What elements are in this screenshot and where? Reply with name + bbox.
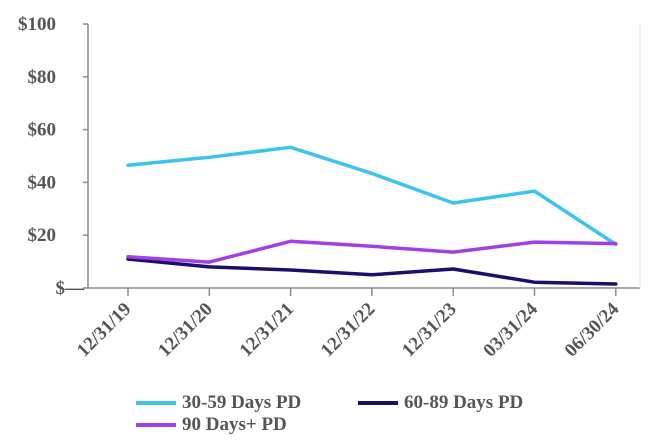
- x-tick-label: 12/31/23: [398, 299, 461, 362]
- x-tick-label: 12/31/19: [73, 299, 136, 362]
- legend-item-90-plus: 90 Days+ PD: [136, 414, 287, 436]
- series-line-60-89-days-pd: [126, 257, 618, 286]
- y-tick-label: $—: [56, 278, 86, 299]
- legend-swatch-60-89: [358, 401, 398, 405]
- y-tick-label: $60: [28, 120, 57, 141]
- chart-axes: [87, 24, 641, 289]
- y-tick-label: $20: [28, 225, 57, 246]
- x-tick-label: 06/30/24: [561, 298, 624, 361]
- x-tick-label: 12/31/20: [154, 299, 217, 362]
- series-line-30-59-days-pd: [126, 145, 618, 247]
- x-tick-label: 03/31/24: [479, 298, 542, 361]
- legend-swatch-90-plus: [136, 423, 176, 427]
- legend-swatch-30-59: [136, 401, 176, 405]
- legend-item-60-89: 60-89 Days PD: [358, 392, 523, 414]
- x-tick-label: 12/31/22: [317, 299, 380, 362]
- legend-label-60-89: 60-89 Days PD: [404, 392, 524, 413]
- series-lines: [126, 145, 618, 286]
- y-tick-label: $80: [28, 67, 57, 88]
- legend-item-30-59: 30-59 Days PD: [136, 392, 301, 414]
- series-line-90-days-pd: [126, 239, 618, 264]
- legend: 30-59 Days PD 60-89 Days PD 90 Days+ PD: [0, 384, 672, 440]
- y-axis-ticks: $— $20 $40 $60 $80 $100: [18, 14, 88, 299]
- y-tick-label: $40: [28, 172, 57, 193]
- x-tick-label: 12/31/21: [236, 299, 299, 362]
- legend-label-30-59: 30-59 Days PD: [182, 392, 302, 413]
- x-axis-ticks: 12/31/19 12/31/20 12/31/21 12/31/22 12/31/23…: [73, 288, 624, 361]
- line-chart: $—$20$40$60$80$100 12/31/19 12/31/20 12/31…: [18, 14, 641, 361]
- legend-label-90-plus: 90 Days+ PD: [182, 414, 287, 435]
- y-tick-label: $100: [18, 14, 56, 35]
